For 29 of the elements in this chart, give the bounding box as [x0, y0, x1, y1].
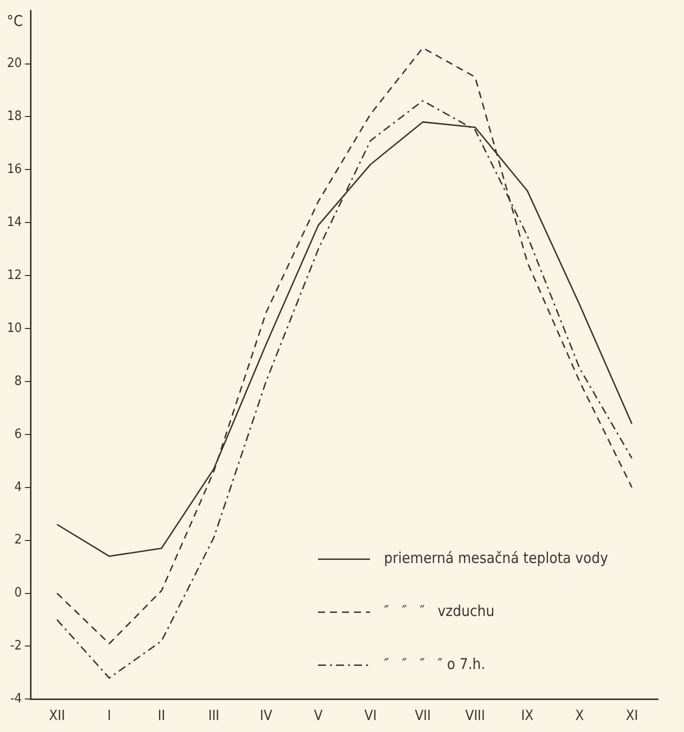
x-tick-label: X — [575, 708, 584, 724]
x-tick-label: XII — [48, 708, 66, 724]
y-axis-title: °C — [6, 12, 23, 30]
x-tick-label: IV — [260, 708, 273, 724]
y-tick-label: 18 — [6, 109, 22, 124]
y-tick-label: -4 — [10, 692, 22, 707]
y-tick-label: 12 — [6, 268, 22, 283]
x-tick-label: VI — [364, 708, 377, 724]
y-tick-label: 8 — [14, 374, 22, 389]
x-tick-label: II — [158, 708, 166, 724]
y-tick-label: 16 — [6, 162, 22, 178]
x-tick-label: V — [314, 708, 323, 724]
x-tick-label: VII — [414, 708, 431, 724]
x-tick-label: XI — [626, 708, 638, 724]
x-tick-label: III — [208, 708, 220, 724]
x-tick-label: I — [107, 708, 112, 724]
x-tick-label: VIII — [465, 708, 485, 724]
x-tick-label: IX — [521, 708, 534, 724]
legend-label: ″ ″ ″ vzduchu — [384, 602, 494, 620]
y-tick-label: 20 — [6, 56, 22, 72]
y-tick-label: 4 — [14, 480, 22, 495]
legend-label: ″ ″ ″ ″ o 7.h. — [384, 655, 486, 674]
legend-label: priemerná mesačná teplota vody — [384, 549, 608, 568]
y-tick-label: 2 — [14, 532, 22, 548]
y-tick-label: 14 — [6, 214, 22, 230]
y-tick-label: -2 — [10, 638, 22, 654]
y-tick-label: 10 — [6, 320, 22, 336]
y-tick-label: 6 — [14, 426, 22, 442]
y-tick-label: 0 — [14, 586, 22, 601]
